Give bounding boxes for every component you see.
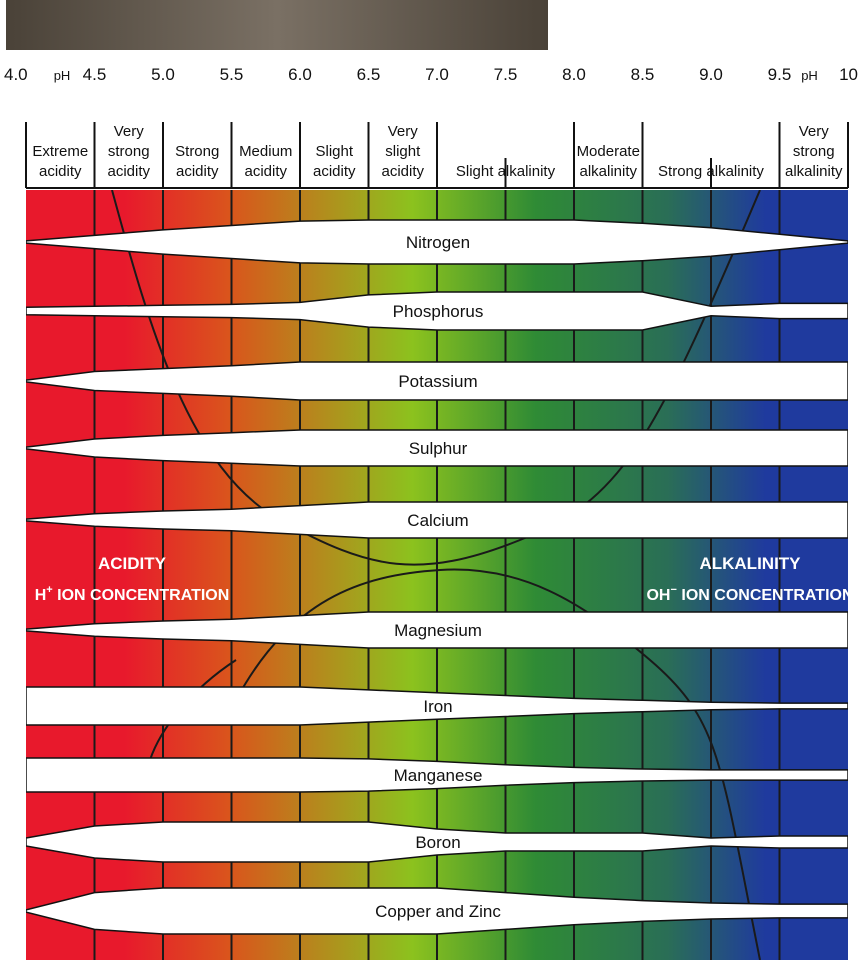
- range-label: strong: [793, 143, 835, 160]
- range-label: acidity: [39, 163, 82, 180]
- nutrient-band: [26, 887, 848, 935]
- range-label: acidity: [176, 163, 219, 180]
- nutrient-band: [26, 686, 848, 726]
- range-label: slight: [385, 143, 421, 160]
- ph-tick-label: 6.0: [288, 65, 312, 84]
- range-label: Very: [388, 123, 419, 140]
- range-label: Very: [799, 123, 830, 140]
- nutrient-label: Manganese: [394, 766, 483, 785]
- range-label: acidity: [313, 163, 356, 180]
- range-label: strong: [108, 143, 150, 160]
- range-label: alkalinity: [579, 163, 637, 180]
- ph-tick-label: 4.5: [83, 65, 107, 84]
- nutrient-label: Phosphorus: [393, 302, 484, 321]
- range-label: Extreme: [32, 143, 88, 160]
- oh-ion-concentration-label: OH− ION CONCENTRATION: [646, 584, 853, 604]
- ph-tick-label: 10: [839, 65, 858, 84]
- range-label: Medium: [239, 143, 292, 160]
- nutrient-label: Calcium: [407, 511, 468, 530]
- ph-tick-label: 4.0: [4, 65, 28, 84]
- ph-tick-label: 7.0: [425, 65, 449, 84]
- nutrient-band: [26, 821, 848, 863]
- range-labels: Extreme acidity Very strong acidity Strong aci…: [25, 122, 849, 189]
- range-label: Strong alkalinity: [658, 163, 764, 180]
- nutrient-label: Potassium: [398, 372, 477, 391]
- alkalinity-label: ALKALINITY: [699, 554, 801, 573]
- range-label: Moderate: [577, 143, 640, 160]
- nutrient-band: [26, 361, 848, 401]
- range-label: Very: [114, 123, 145, 140]
- ph-tick-label: 8.0: [562, 65, 586, 84]
- nutrient-band: [26, 611, 848, 649]
- h-ion-concentration-label: H+ ION CONCENTRATION: [35, 584, 230, 604]
- nutrient-bands: Nitrogen Phosphorus Potassium Sulphur Calciu…: [26, 219, 848, 935]
- nutrient-label: Nitrogen: [406, 233, 470, 252]
- nutrient-label: Iron: [423, 697, 452, 716]
- nutrient-band: [26, 291, 848, 331]
- nutrient-band: [26, 219, 848, 265]
- nutrient-band: [26, 757, 848, 793]
- range-label: Slight: [315, 143, 353, 160]
- ph-tick-label: 8.5: [631, 65, 655, 84]
- range-label: acidity: [107, 163, 150, 180]
- ph-unit-label: pH: [54, 68, 71, 83]
- nutrient-label: Sulphur: [409, 439, 468, 458]
- nutrient-label: Boron: [415, 833, 460, 852]
- ph-tick-label: 6.5: [357, 65, 381, 84]
- nutrient-band: [26, 501, 848, 539]
- nutrient-band: [26, 429, 848, 467]
- ph-tick-label: 5.5: [220, 65, 244, 84]
- acidity-label: ACIDITY: [98, 554, 167, 573]
- ph-tick-label: 9.0: [699, 65, 723, 84]
- ph-scale: 4.0 4.5 5.0 5.5 6.0 6.5 7.0 7.5 8.0 8.5 9.0 9.5 10 pH…: [4, 65, 858, 84]
- nutrient-label: Magnesium: [394, 621, 482, 640]
- ph-tick-label: 7.5: [494, 65, 518, 84]
- range-label: alkalinity: [785, 163, 843, 180]
- range-label: Strong: [175, 143, 219, 160]
- range-label: acidity: [244, 163, 287, 180]
- range-label: Slight alkalinity: [456, 163, 556, 180]
- ph-tick-label: 9.5: [768, 65, 792, 84]
- nutrient-label: Copper and Zinc: [375, 902, 501, 921]
- ph-tick-label: 5.0: [151, 65, 175, 84]
- ph-unit-label: pH: [801, 68, 818, 83]
- range-label: acidity: [381, 163, 424, 180]
- header-bar: [6, 0, 548, 50]
